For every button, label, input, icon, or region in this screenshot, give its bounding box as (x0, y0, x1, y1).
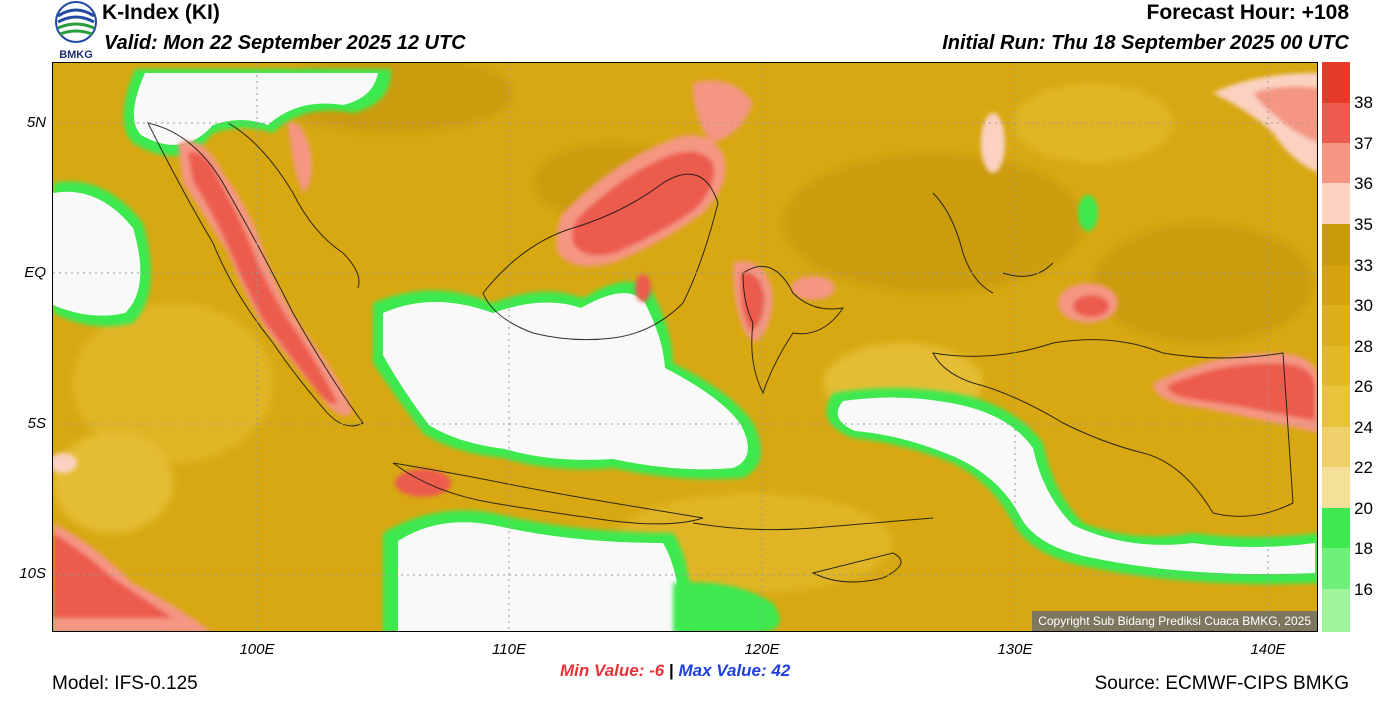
lon-label-140e: 140E (1250, 641, 1286, 658)
colorbar-swatch-28 (1322, 305, 1350, 346)
bmkg-logo: BMKG (50, 0, 102, 62)
k-index-map: Copyright Sub Bidang Prediksi Cuaca BMKG… (52, 62, 1318, 632)
colorbar-label-20: 20 (1354, 499, 1373, 518)
colorbar-swatch-26 (1322, 346, 1350, 386)
colorbar-swatch-18 (1322, 508, 1350, 548)
colorbar-label-28: 28 (1354, 337, 1373, 356)
high-index-regions (53, 73, 1317, 631)
colorbar-label-22: 22 (1354, 458, 1373, 477)
low-index-regions (53, 69, 1317, 631)
colorbar-label-33: 33 (1354, 256, 1373, 275)
colorbar-swatch-37 (1322, 103, 1350, 143)
copyright-note: Copyright Sub Bidang Prediksi Cuaca BMKG… (1032, 611, 1317, 631)
colorbar-swatch-22 (1322, 427, 1350, 467)
colorbar-swatch-30 (1322, 265, 1350, 305)
map-canvas (53, 63, 1317, 631)
lat-label-5s: 5S (27, 415, 46, 432)
colorbar-swatch-lowest (1322, 589, 1350, 632)
lon-label-130e: 130E (997, 641, 1033, 658)
colorbar (1322, 62, 1350, 632)
colorbar-swatch-20 (1322, 467, 1350, 508)
min-value: -6 (649, 661, 665, 680)
colorbar-swatch-38 (1322, 62, 1350, 103)
lat-label-10s: 10S (19, 565, 46, 582)
logo-text: BMKG (59, 49, 93, 61)
lat-label-5n: 5N (26, 114, 46, 131)
min-max-values: Min Value: -6 | Max Value: 42 (560, 661, 790, 681)
lat-label-eq: EQ (24, 264, 46, 281)
colorbar-label-36: 36 (1354, 174, 1373, 193)
lon-label-100e: 100E (239, 641, 275, 658)
colorbar-swatch-35 (1322, 183, 1350, 224)
map-title: K-Index (KI) (102, 1, 220, 24)
colorbar-swatch-36 (1322, 143, 1350, 183)
colorbar-label-38: 38 (1354, 93, 1373, 112)
min-value-label: Min Value: (560, 661, 645, 680)
model-info: Model: IFS-0.125 (52, 673, 198, 694)
colorbar-label-30: 30 (1354, 296, 1373, 315)
max-value: 42 (771, 661, 791, 680)
colorbar-swatch-24 (1322, 386, 1350, 427)
colorbar-label-26: 26 (1354, 377, 1373, 396)
min-max-separator: | (668, 661, 674, 680)
colorbar-label-16: 16 (1354, 580, 1373, 599)
colorbar-label-35: 35 (1354, 215, 1373, 234)
source-info: Source: ECMWF-CIPS BMKG (1094, 673, 1349, 694)
colorbar-label-18: 18 (1354, 539, 1373, 558)
lon-label-120e: 120E (744, 641, 780, 658)
colorbar-label-37: 37 (1354, 134, 1373, 153)
coastlines (147, 122, 1294, 583)
colorbar-labels: 38 37 36 35 33 30 28 26 24 22 20 18 16 (1322, 62, 1392, 632)
gridlines (53, 63, 1317, 631)
colorbar-swatch-16 (1322, 548, 1350, 589)
max-value-label: Max Value: (678, 661, 767, 680)
forecast-hour: Forecast Hour: +108 (1146, 1, 1350, 24)
valid-time: Valid: Mon 22 September 2025 12 UTC (104, 32, 466, 54)
initial-run: Initial Run: Thu 18 September 2025 00 UT… (942, 32, 1349, 54)
lon-label-110e: 110E (492, 641, 526, 658)
colorbar-label-24: 24 (1354, 418, 1373, 437)
colorbar-swatch-33 (1322, 224, 1350, 265)
